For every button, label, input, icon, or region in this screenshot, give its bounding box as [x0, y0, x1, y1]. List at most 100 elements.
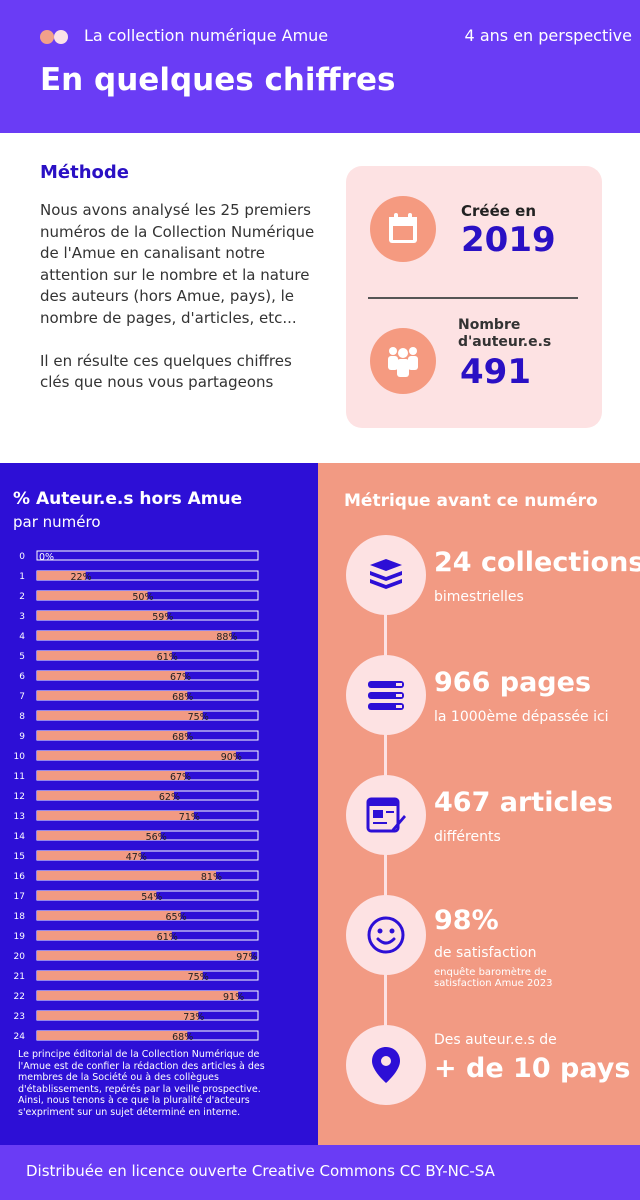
authors-value: 491 [460, 352, 531, 392]
category-label-24: 24 [14, 1032, 26, 1042]
method-title: Méthode [40, 162, 129, 183]
value-label-13: 71% [179, 812, 200, 823]
bar-22 [37, 991, 239, 1000]
bar-23 [37, 1011, 199, 1020]
category-label-5: 5 [19, 652, 25, 662]
value-label-5: 61% [157, 652, 178, 663]
category-label-10: 10 [14, 752, 26, 762]
category-label-11: 11 [14, 772, 25, 782]
metric-collections-label: bimestrielles [434, 589, 524, 605]
category-label-21: 21 [14, 972, 25, 982]
category-label-2: 2 [19, 592, 25, 602]
authors-label-line1: Nombre [458, 317, 521, 333]
category-label-17: 17 [14, 892, 25, 902]
value-label-11: 67% [170, 772, 191, 783]
stats-card: Créée en 2019 Nombre d'auteur.e.s 491 [346, 166, 602, 428]
value-label-18: 65% [166, 912, 187, 923]
bar-7 [37, 691, 188, 700]
bar-5 [37, 651, 172, 660]
perspective-label: 4 ans en perspective [464, 26, 632, 45]
method-paragraph-1: Nous avons analysé les 25 premiers numér… [40, 201, 315, 327]
value-label-20: 97% [236, 952, 257, 963]
value-label-4: 88% [216, 632, 237, 643]
value-label-16: 81% [201, 872, 222, 883]
bar-18 [37, 911, 181, 920]
bar-14 [37, 831, 161, 840]
category-label-19: 19 [14, 932, 26, 942]
license-text: Distribuée en licence ouverte Creative C… [26, 1162, 495, 1180]
metric-countries-value: + de 10 pays [434, 1053, 631, 1084]
created-value: 2019 [461, 220, 556, 260]
chart-title: % Auteur.e.s hors Amue [13, 489, 243, 509]
chart-note: Le principe éditorial de la Collection N… [18, 1049, 265, 1118]
bar-4 [37, 631, 232, 640]
category-label-1: 1 [19, 572, 25, 582]
pages-stack-icon [346, 655, 426, 735]
value-label-6: 67% [170, 672, 191, 683]
bar-1 [37, 571, 86, 580]
created-label: Créée en [461, 202, 536, 220]
bar-10 [37, 751, 236, 760]
collection-name: La collection numérique Amue [84, 26, 329, 45]
value-label-12: 62% [159, 792, 180, 803]
category-label-4: 4 [19, 632, 25, 642]
category-label-16: 16 [14, 872, 26, 882]
value-label-23: 73% [183, 1012, 204, 1023]
category-label-6: 6 [19, 672, 25, 682]
value-label-8: 75% [188, 712, 209, 723]
bar-3 [37, 611, 168, 620]
stats-divider [368, 297, 578, 299]
category-label-14: 14 [14, 832, 26, 842]
header: La collection numérique Amue 4 ans en pe… [0, 0, 640, 133]
category-label-8: 8 [19, 712, 25, 722]
metric-collections-value: 24 collections [434, 547, 640, 578]
bar-20 [37, 951, 252, 960]
bar-16 [37, 871, 217, 880]
value-label-24: 68% [172, 1032, 193, 1043]
bar-chart: 0 0% 1 22% 2 50% 3 59% 4 88% 5 61% 6 67% 7 68% 8 75% 9 68% 1… [14, 550, 259, 1043]
bar-19 [37, 931, 172, 940]
bar-track-0 [36, 550, 259, 561]
category-label-3: 3 [19, 612, 25, 622]
footer: Distribuée en licence ouverte Creative C… [0, 1145, 640, 1200]
chart-panel: % Auteur.e.s hors Amue par numéro 0 0% 1 22… [0, 463, 318, 1145]
category-label-22: 22 [14, 992, 25, 1002]
value-label-14: 56% [146, 832, 167, 843]
value-label-2: 50% [132, 592, 153, 603]
category-label-23: 23 [14, 1012, 25, 1022]
calendar-icon [370, 196, 436, 262]
method-text: Nous avons analysé les 25 premiers numér… [40, 200, 322, 394]
chart-subtitle: par numéro [13, 513, 101, 531]
value-label-21: 75% [188, 972, 209, 983]
metrics-title: Métrique avant ce numéro [344, 491, 598, 511]
value-label-19: 61% [157, 932, 178, 943]
value-label-0: 0% [39, 552, 54, 563]
bar-24 [37, 1031, 188, 1040]
category-label-20: 20 [14, 952, 26, 962]
value-label-22: 91% [223, 992, 244, 1003]
metric-satisfaction-value: 98% [434, 905, 499, 936]
metric-satisfaction-label: de satisfaction [434, 945, 537, 961]
value-label-1: 22% [70, 572, 91, 583]
category-label-0: 0 [19, 552, 25, 562]
metric-countries-label: Des auteur.e.s de [434, 1032, 557, 1048]
bar-13 [37, 811, 194, 820]
smiley-icon [346, 895, 426, 975]
bar-11 [37, 771, 186, 780]
category-label-7: 7 [19, 692, 25, 702]
category-label-12: 12 [14, 792, 25, 802]
logo-dot-salmon [40, 30, 54, 44]
metrics-panel: Métrique avant ce numéro 24 collections … [318, 463, 640, 1145]
value-label-17: 54% [141, 892, 162, 903]
metric-pages-value: 966 pages [434, 667, 592, 698]
bar-9 [37, 731, 188, 740]
value-label-15: 47% [126, 852, 147, 863]
metric-articles-label: différents [434, 829, 501, 845]
category-label-9: 9 [19, 732, 25, 742]
metric-pages-label: la 1000ème dépassée ici [434, 709, 609, 725]
category-label-18: 18 [14, 912, 26, 922]
category-label-15: 15 [14, 852, 25, 862]
books-icon [346, 535, 426, 615]
bar-17 [37, 891, 157, 900]
bar-15 [37, 851, 141, 860]
